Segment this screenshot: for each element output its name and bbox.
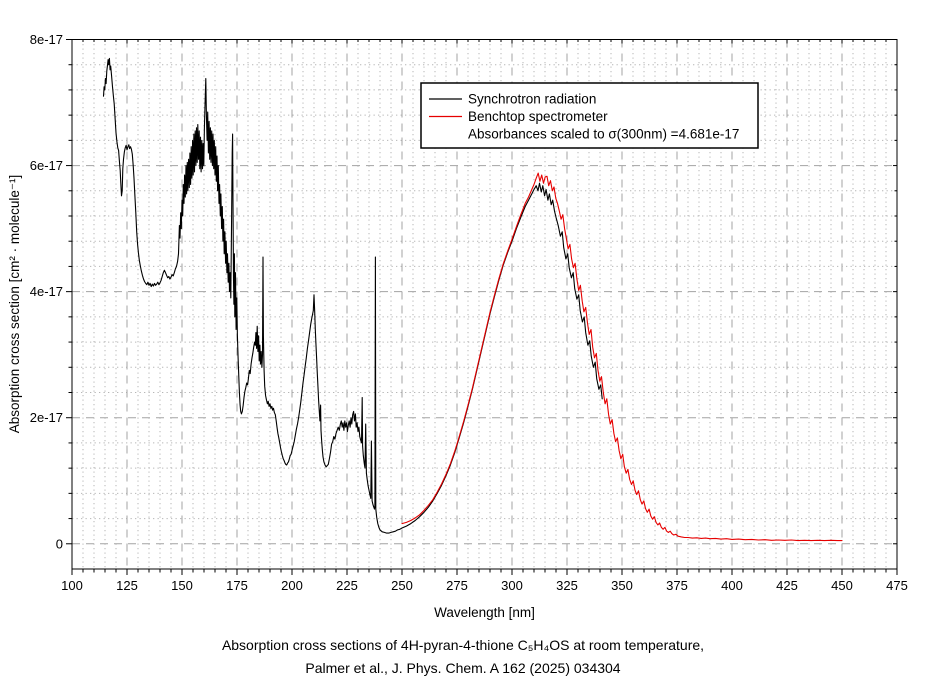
x-tick-label: 225 xyxy=(336,578,358,593)
x-tick-label: 475 xyxy=(886,578,908,593)
legend-label-synchrotron: Synchrotron radiation xyxy=(468,92,596,107)
axis-tick-labels: 100 125 150 175 200 225 250 275 300 325 350 375 400 4… xyxy=(30,32,908,593)
x-tick-label: 250 xyxy=(391,578,413,593)
caption-line-1: Absorption cross sections of 4H-pyran-4-… xyxy=(222,637,704,653)
y-axis-title: Absorption cross section [cm² · molecule… xyxy=(7,175,22,433)
x-tick-label: 100 xyxy=(61,578,83,593)
x-tick-label: 150 xyxy=(171,578,193,593)
data-series xyxy=(102,57,843,542)
y-tick-label: 4e-17 xyxy=(30,284,63,299)
legend-label-scaling-note: Absorbances scaled to σ(300nm) =4.681e-1… xyxy=(468,127,739,142)
x-tick-label: 125 xyxy=(116,578,138,593)
x-tick-label: 275 xyxy=(446,578,468,593)
x-tick-label: 175 xyxy=(226,578,248,593)
plot-border xyxy=(71,39,898,570)
axis-ticks xyxy=(66,39,898,575)
x-tick-label: 450 xyxy=(831,578,853,593)
x-tick-label: 375 xyxy=(666,578,688,593)
y-tick-label: 8e-17 xyxy=(30,32,63,47)
legend-box xyxy=(420,82,759,149)
series-benchtop xyxy=(401,172,843,542)
x-tick-label: 325 xyxy=(556,578,578,593)
x-tick-label: 300 xyxy=(501,578,523,593)
y-tick-label: 6e-17 xyxy=(30,158,63,173)
legend: Synchrotron radiation Benchtop spectrome… xyxy=(420,82,759,149)
y-tick-label: 0 xyxy=(56,536,63,551)
x-tick-label: 200 xyxy=(281,578,303,593)
x-tick-label: 350 xyxy=(611,578,633,593)
x-tick-label: 425 xyxy=(776,578,798,593)
x-axis-title: Wavelength [nm] xyxy=(434,605,535,620)
legend-label-benchtop: Benchtop spectrometer xyxy=(468,109,608,124)
caption-line-2: Palmer et al., J. Phys. Chem. A 162 (202… xyxy=(305,660,620,676)
series-synchrotron xyxy=(102,57,603,534)
x-tick-label: 400 xyxy=(721,578,743,593)
y-tick-label: 2e-17 xyxy=(30,410,63,425)
